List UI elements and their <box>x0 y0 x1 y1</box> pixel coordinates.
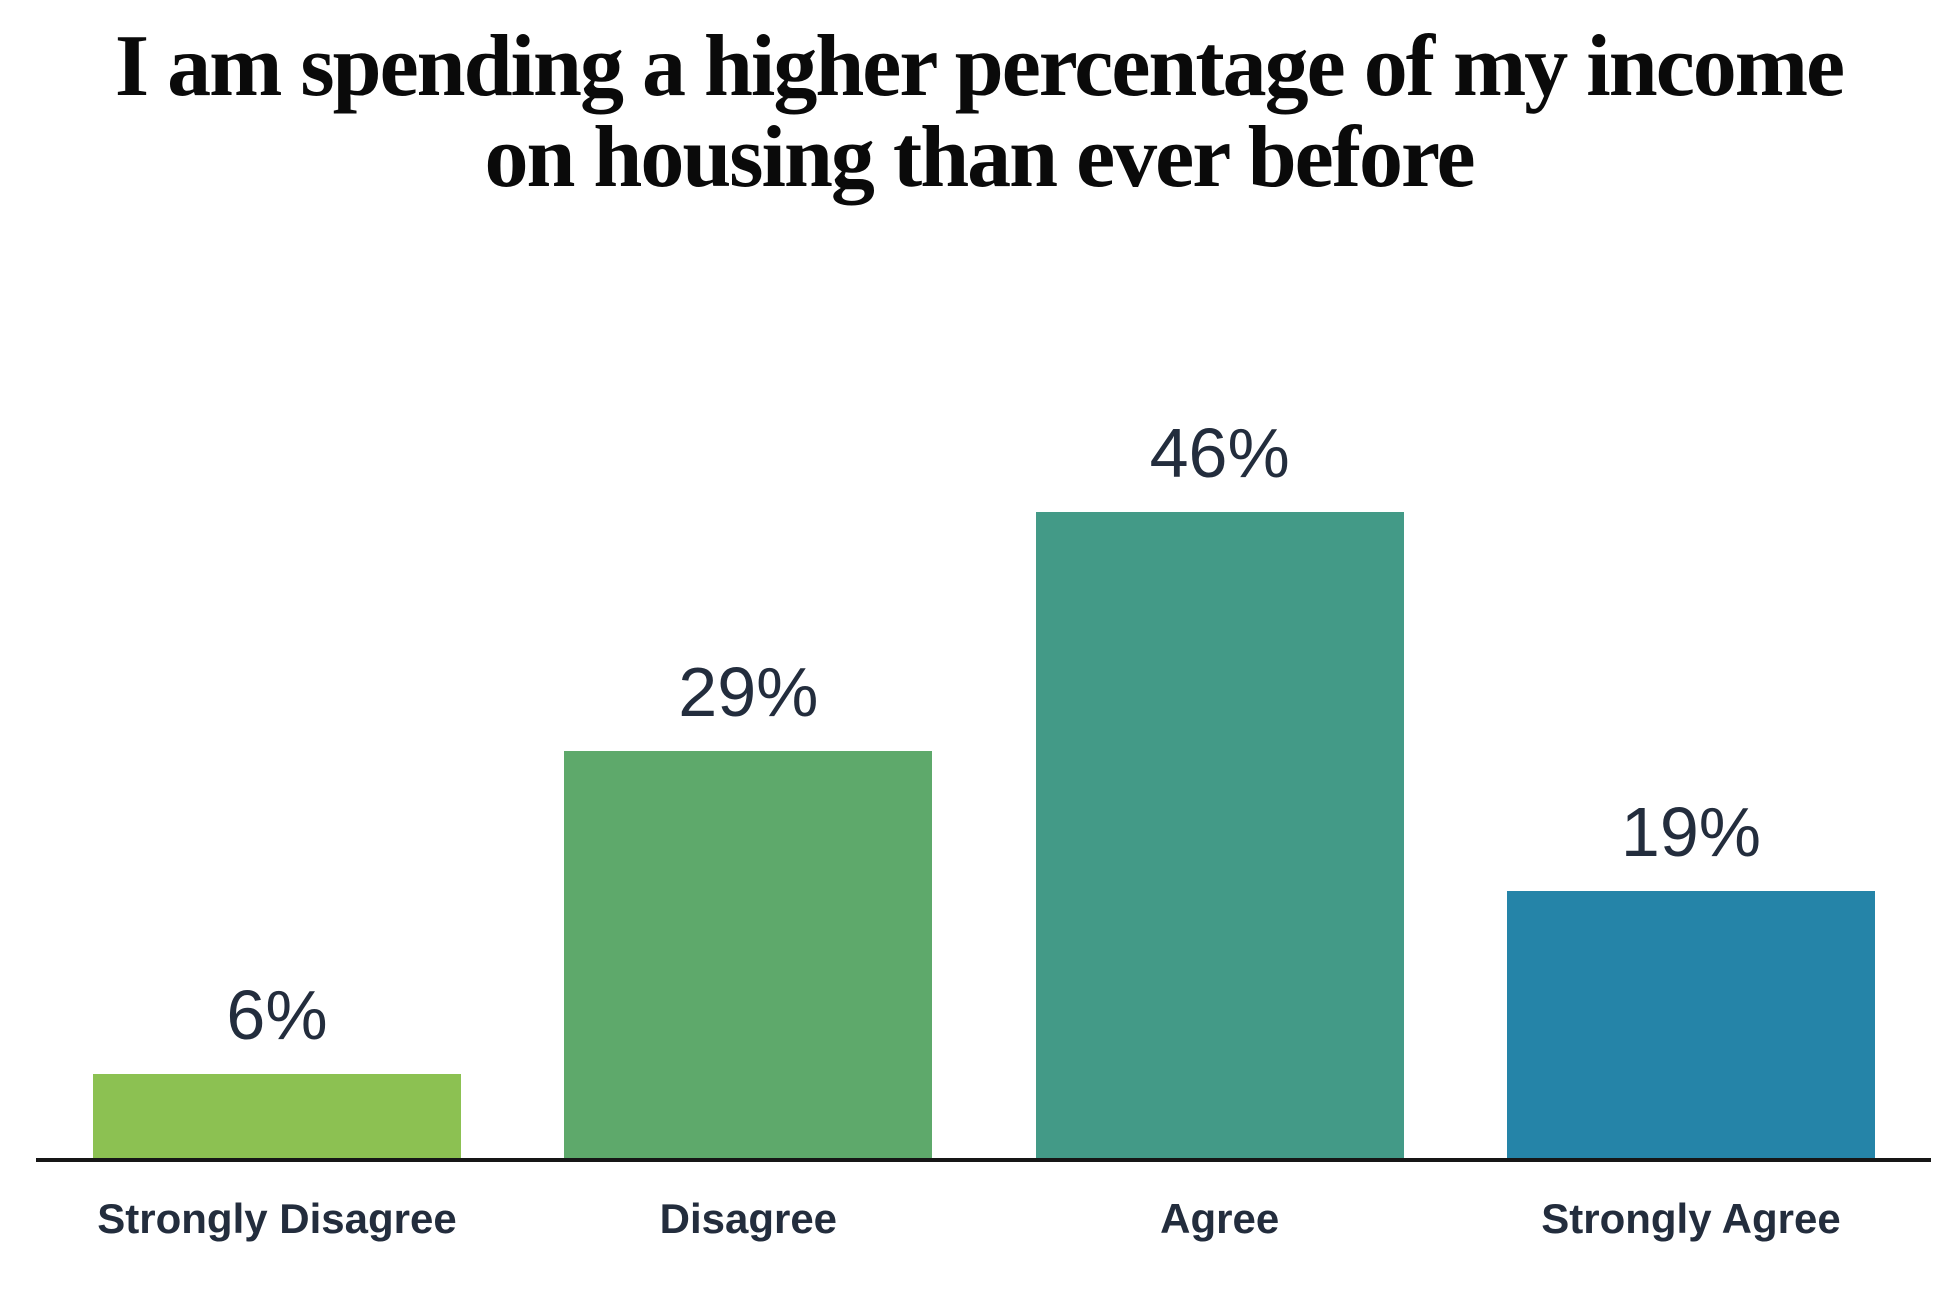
category-label-agree: Agree <box>1160 1195 1280 1242</box>
category-labels-row: Strongly Disagree Disagree Agree Strongl… <box>93 1194 1875 1244</box>
bar-strongly-agree <box>1506 891 1875 1158</box>
plot-area: 6% 29% 46% 19% <box>93 418 1875 1158</box>
x-axis-line <box>36 1158 1931 1162</box>
chart-title-line-2: on housing than ever before <box>484 108 1475 206</box>
bar-value-label: 6% <box>226 976 328 1054</box>
bar-value-label: 46% <box>1149 414 1290 492</box>
bar-strongly-disagree <box>93 1074 461 1158</box>
bar-group-strongly-disagree: 6% <box>93 980 461 1158</box>
bar-value-label: 29% <box>678 653 819 731</box>
bar-group-strongly-agree: 19% <box>1506 793 1875 1158</box>
category-label-strongly-disagree: Strongly Disagree <box>97 1195 457 1242</box>
bar-agree <box>1035 512 1404 1158</box>
bar-disagree <box>564 751 933 1158</box>
bar-group-agree: 46% <box>1035 414 1404 1158</box>
category-label-disagree: Disagree <box>659 1195 838 1242</box>
bar-value-label: 19% <box>1620 793 1762 871</box>
chart-title-line-1: I am spending a higher percentage of my … <box>114 18 1845 115</box>
chart-title: I am spending a higher percentage of my … <box>0 18 1958 206</box>
category-label-strongly-agree: Strongly Agree <box>1541 1195 1841 1242</box>
bar-group-disagree: 29% <box>564 653 933 1158</box>
